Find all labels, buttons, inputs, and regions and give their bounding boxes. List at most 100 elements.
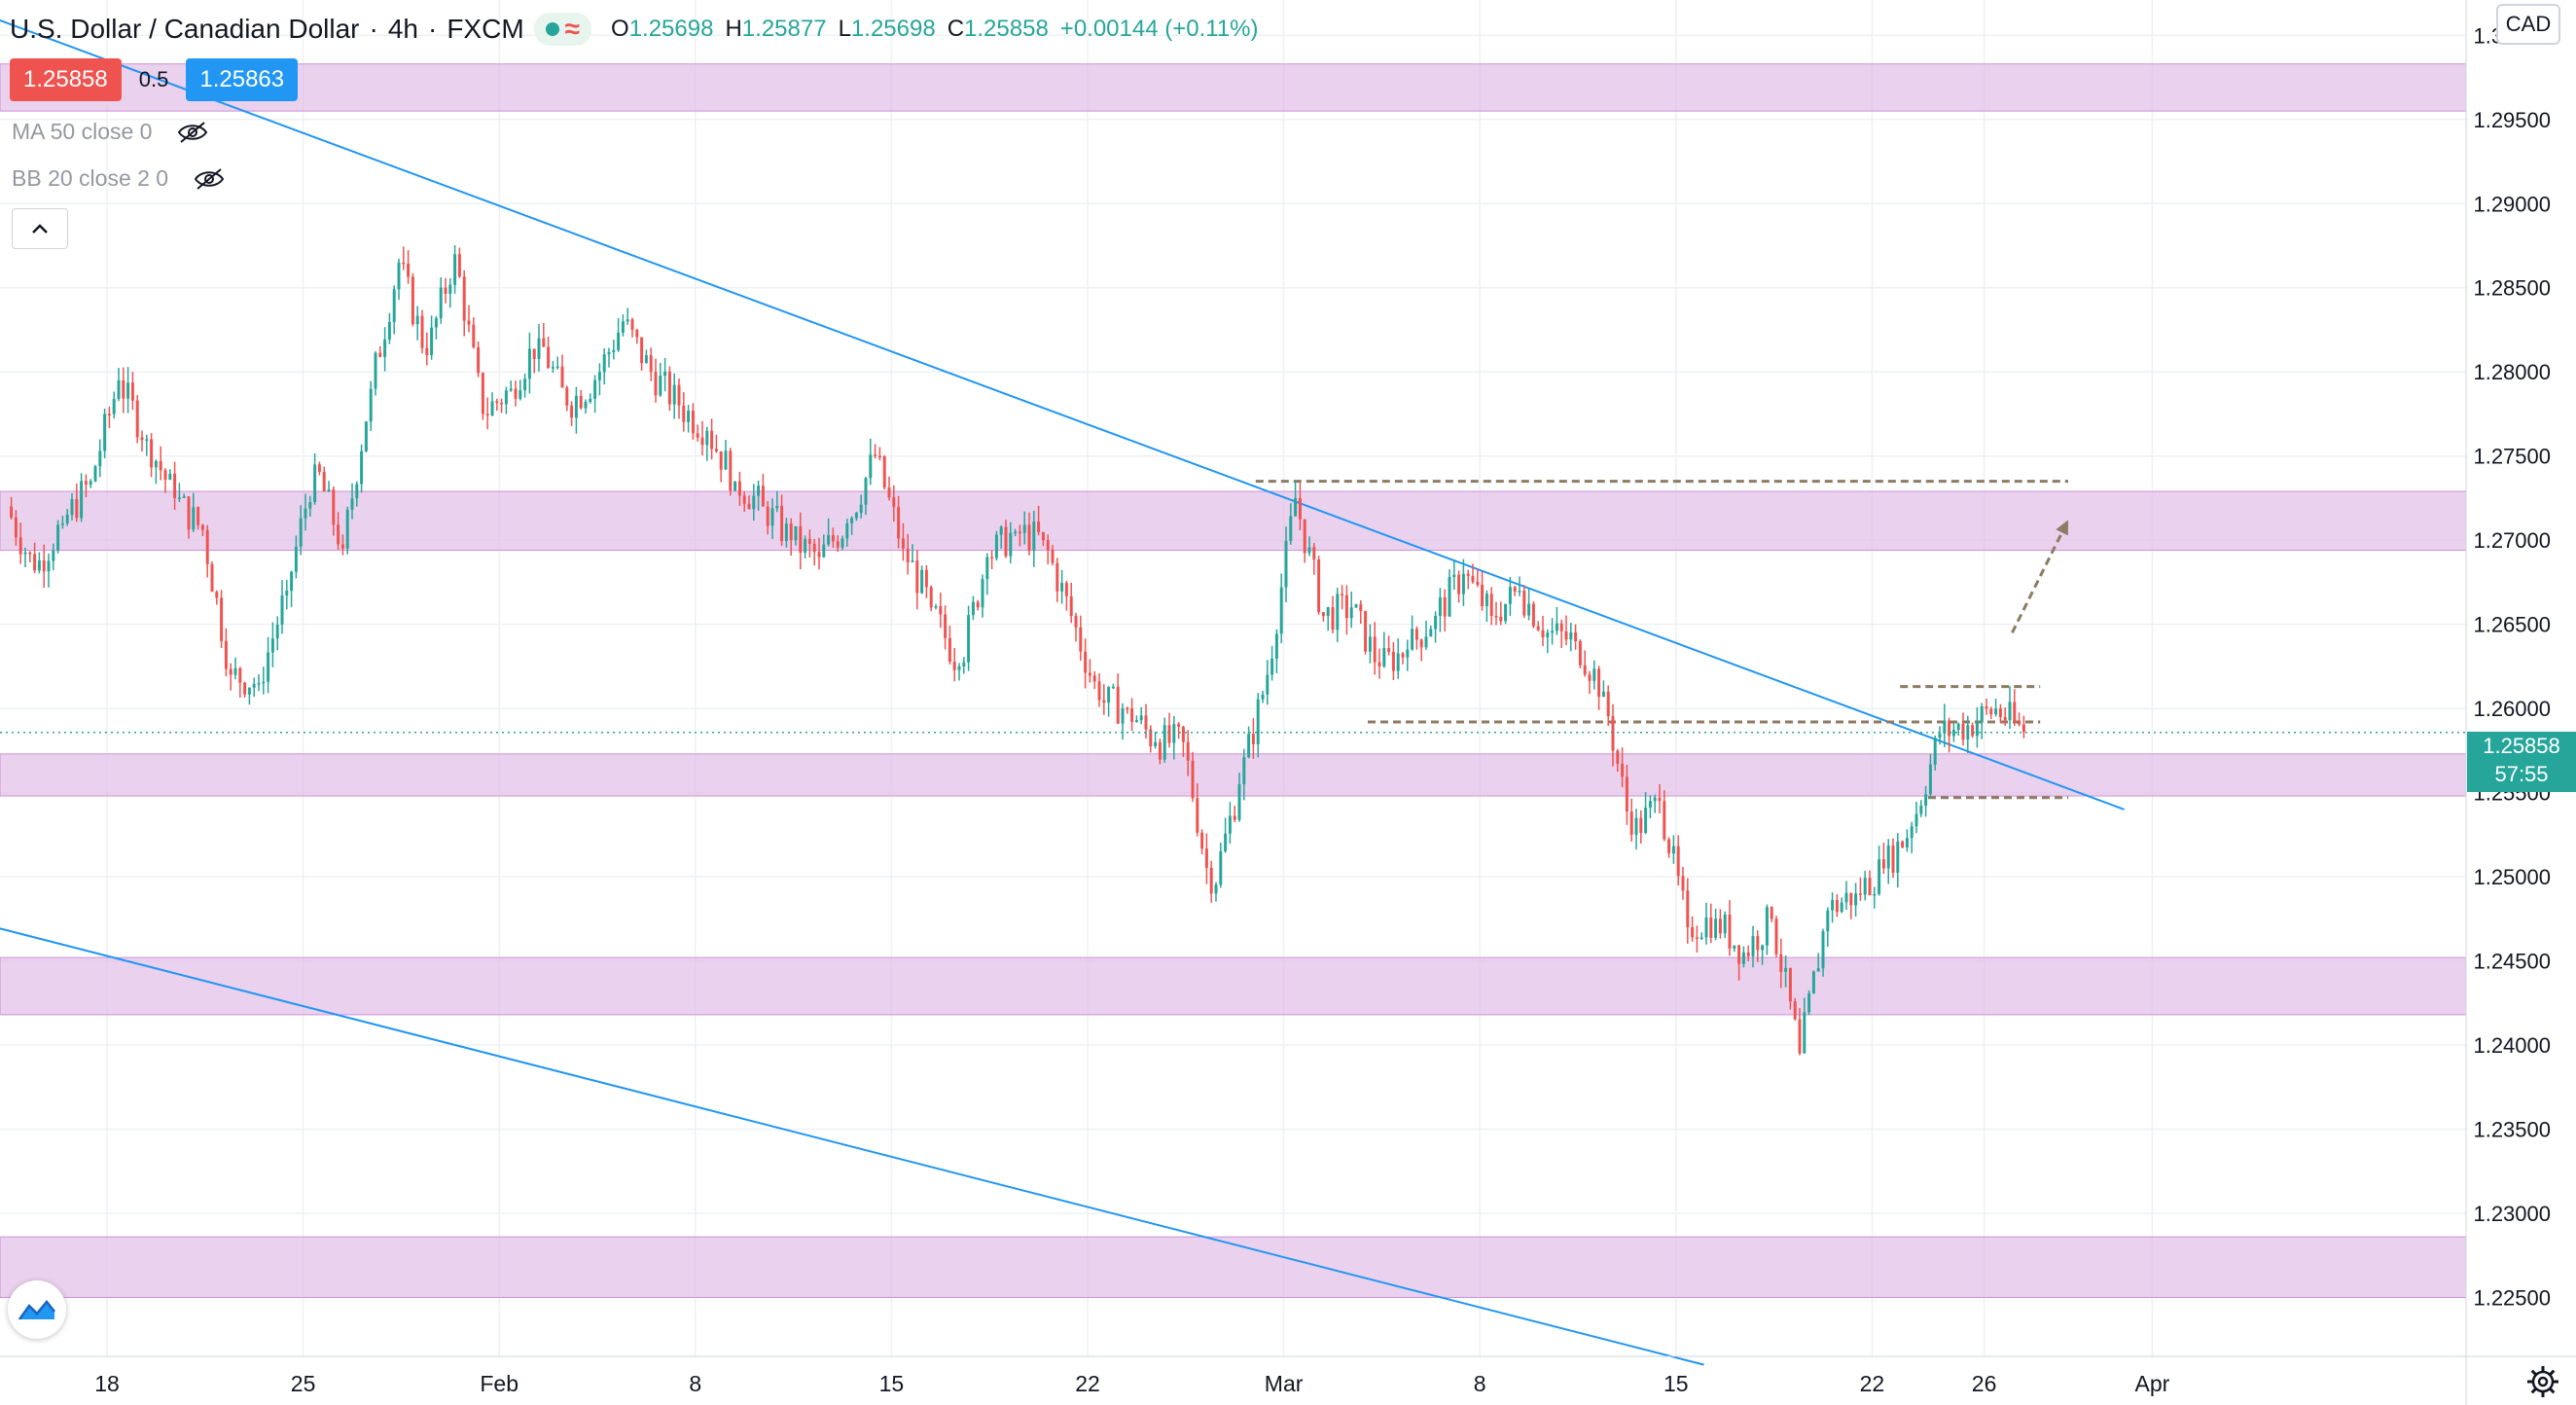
candle-body[interactable] — [1811, 971, 1815, 993]
indicator-ma[interactable]: MA 50 close 0 — [12, 119, 208, 145]
candle-body[interactable] — [1200, 832, 1204, 849]
candle-body[interactable] — [757, 486, 761, 496]
candle-body[interactable] — [360, 450, 364, 485]
candle-body[interactable] — [1256, 699, 1260, 744]
candle-body[interactable] — [1191, 760, 1195, 799]
candle-body[interactable] — [1461, 573, 1465, 594]
candle-body[interactable] — [962, 662, 966, 666]
candle-body[interactable] — [1737, 945, 1741, 964]
candle-body[interactable] — [1284, 540, 1288, 588]
candle-body[interactable] — [1985, 706, 1988, 709]
candle-body[interactable] — [514, 388, 518, 399]
candle-body[interactable] — [285, 591, 289, 595]
candle-body[interactable] — [1303, 519, 1306, 554]
candle-body[interactable] — [924, 569, 928, 588]
candle-body[interactable] — [1009, 532, 1013, 557]
candle-body[interactable] — [1489, 594, 1493, 617]
candle-body[interactable] — [1574, 631, 1578, 641]
candle-body[interactable] — [1373, 636, 1377, 663]
candle-body[interactable] — [1163, 725, 1166, 760]
candle-body[interactable] — [1317, 559, 1321, 613]
candle-body[interactable] — [247, 687, 251, 695]
eye-hidden-icon[interactable] — [194, 167, 225, 191]
candle-body[interactable] — [654, 372, 658, 396]
candle-body[interactable] — [1793, 1001, 1797, 1020]
candle-body[interactable] — [597, 372, 601, 380]
candle-body[interactable] — [1069, 595, 1073, 617]
candle-body[interactable] — [275, 624, 279, 639]
candle-body[interactable] — [383, 339, 387, 357]
candle-body[interactable] — [1121, 707, 1125, 724]
candle-body[interactable] — [1578, 640, 1582, 666]
candle-body[interactable] — [1564, 630, 1568, 640]
candle-body[interactable] — [948, 637, 951, 663]
candle-body[interactable] — [2013, 702, 2017, 721]
candle-body[interactable] — [1298, 497, 1302, 520]
candle-body[interactable] — [355, 484, 359, 499]
candle-body[interactable] — [1457, 574, 1461, 594]
candle-body[interactable] — [1508, 587, 1512, 604]
candle-body[interactable] — [2018, 720, 2021, 725]
candle-body[interactable] — [1718, 919, 1722, 934]
candle-body[interactable] — [1606, 691, 1610, 717]
candle-body[interactable] — [1411, 629, 1414, 650]
symbol-name[interactable]: U.S. Dollar / Canadian Dollar — [10, 14, 360, 44]
candle-body[interactable] — [1980, 706, 1984, 723]
candle-body[interactable] — [1994, 708, 1998, 715]
candle-body[interactable] — [1004, 526, 1008, 557]
candle-body[interactable] — [1368, 636, 1372, 652]
candle-body[interactable] — [1289, 516, 1293, 541]
candle-body[interactable] — [238, 667, 242, 683]
candle-body[interactable] — [920, 569, 924, 594]
candle-body[interactable] — [1419, 639, 1423, 648]
candle-body[interactable] — [173, 473, 177, 498]
candle-body[interactable] — [1406, 649, 1410, 658]
candle-body[interactable] — [1658, 797, 1662, 802]
candle-body[interactable] — [1219, 850, 1223, 885]
candle-body[interactable] — [1863, 878, 1867, 895]
indicator-bb[interactable]: BB 20 close 2 0 — [12, 165, 225, 192]
candle-body[interactable] — [944, 614, 948, 638]
candle-body[interactable] — [60, 522, 64, 525]
candle-body[interactable] — [831, 535, 835, 542]
candle-body[interactable] — [789, 523, 793, 541]
candle-body[interactable] — [462, 276, 466, 321]
candle-body[interactable] — [1022, 524, 1026, 533]
candle-body[interactable] — [140, 437, 144, 441]
candle-body[interactable] — [537, 338, 541, 359]
candle-body[interactable] — [374, 352, 377, 389]
candle-body[interactable] — [1639, 817, 1643, 833]
candle-body[interactable] — [1414, 629, 1418, 640]
candle-body[interactable] — [1704, 918, 1708, 938]
candle-body[interactable] — [794, 525, 798, 541]
candle-body[interactable] — [672, 384, 676, 405]
candle-body[interactable] — [807, 538, 811, 544]
candle-body[interactable] — [14, 517, 18, 538]
candle-body[interactable] — [415, 315, 419, 325]
candle-body[interactable] — [1196, 798, 1199, 833]
candle-body[interactable] — [1634, 817, 1638, 835]
candle-body[interactable] — [784, 523, 788, 541]
candle-body[interactable] — [1349, 607, 1353, 619]
candle-body[interactable] — [1172, 724, 1176, 743]
candle-body[interactable] — [1424, 636, 1428, 648]
candle-body[interactable] — [1536, 626, 1540, 630]
candle-body[interactable] — [1905, 838, 1909, 847]
candle-body[interactable] — [859, 504, 863, 514]
candle-body[interactable] — [1014, 531, 1018, 534]
candle-body[interactable] — [1481, 584, 1485, 607]
candle-body[interactable] — [1728, 915, 1732, 949]
candle-body[interactable] — [1326, 607, 1330, 617]
candle-body[interactable] — [845, 522, 849, 539]
candle-body[interactable] — [1504, 603, 1508, 622]
projection-arrow-line[interactable] — [2011, 519, 2070, 633]
candle-body[interactable] — [1312, 547, 1316, 560]
candle-body[interactable] — [602, 354, 606, 373]
candle-body[interactable] — [952, 662, 956, 670]
candle-body[interactable] — [122, 379, 125, 399]
candle-body[interactable] — [1961, 723, 1965, 740]
candle-body[interactable] — [397, 262, 401, 290]
candle-body[interactable] — [1583, 665, 1587, 675]
candle-body[interactable] — [387, 321, 391, 340]
